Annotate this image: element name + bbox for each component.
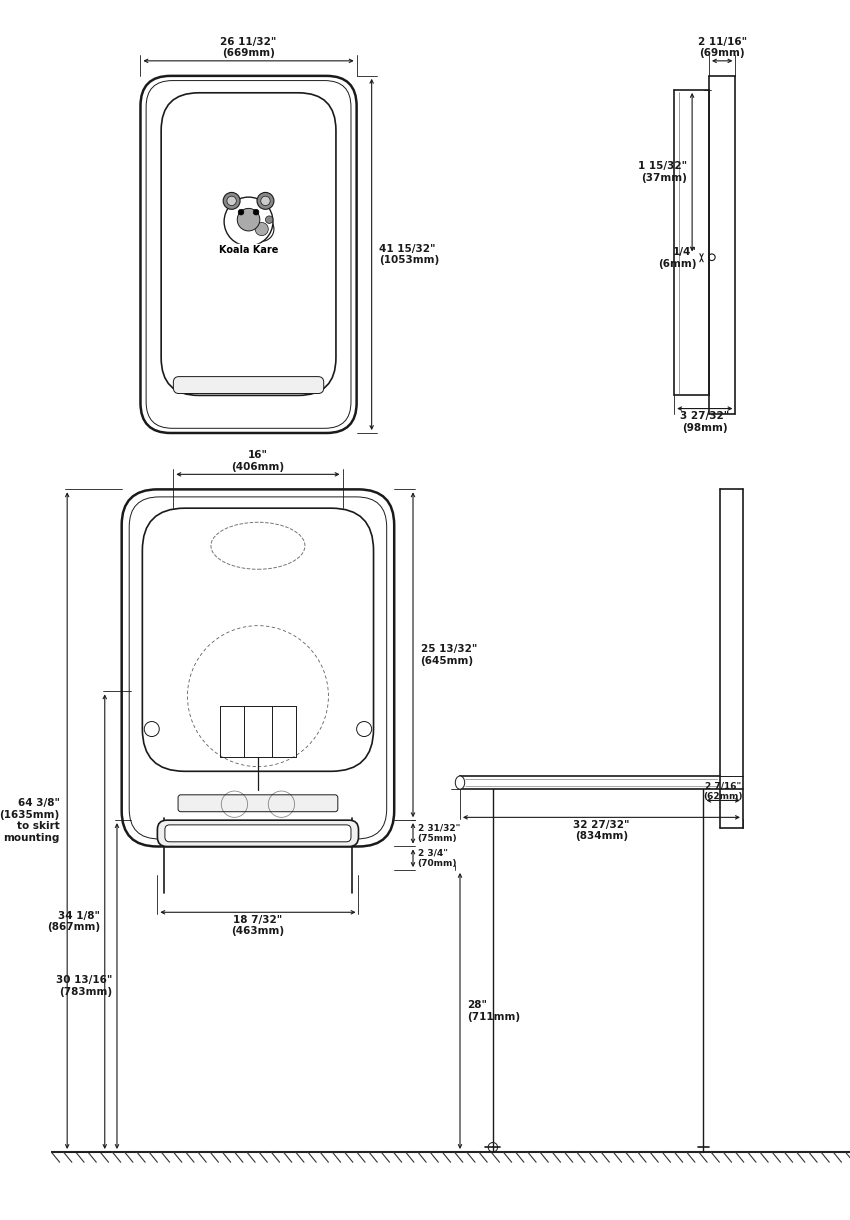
Text: 2 11/16"
(69mm): 2 11/16" (69mm): [698, 37, 747, 59]
Text: 41 15/32"
(1053mm): 41 15/32" (1053mm): [379, 244, 439, 265]
FancyBboxPatch shape: [142, 509, 373, 771]
Circle shape: [224, 193, 240, 210]
Text: 30 13/16"
(783mm): 30 13/16" (783mm): [56, 975, 112, 997]
FancyBboxPatch shape: [162, 93, 336, 395]
Circle shape: [265, 216, 273, 223]
Circle shape: [250, 217, 274, 242]
FancyBboxPatch shape: [129, 497, 387, 839]
Text: Koala Kare: Koala Kare: [218, 245, 278, 255]
FancyBboxPatch shape: [140, 76, 357, 433]
Circle shape: [227, 196, 236, 205]
Ellipse shape: [456, 776, 465, 789]
FancyBboxPatch shape: [165, 825, 351, 842]
Text: 1/4"
(6mm): 1/4" (6mm): [658, 246, 697, 268]
Text: 2 7/16"
(62mm): 2 7/16" (62mm): [704, 781, 743, 800]
FancyBboxPatch shape: [122, 489, 394, 847]
Text: 34 1/8"
(867mm): 34 1/8" (867mm): [47, 911, 100, 932]
Text: 28"
(711mm): 28" (711mm): [468, 1000, 521, 1022]
Text: 1 15/32"
(37mm): 1 15/32" (37mm): [638, 161, 688, 183]
Text: 25 13/32"
(645mm): 25 13/32" (645mm): [421, 644, 477, 666]
Text: 64 3/8"
(1635mm)
to skirt
mounting: 64 3/8" (1635mm) to skirt mounting: [0, 798, 60, 843]
Text: 32 27/32"
(834mm): 32 27/32" (834mm): [573, 820, 630, 842]
Text: 26 11/32"
(669mm): 26 11/32" (669mm): [220, 37, 277, 59]
Circle shape: [224, 198, 273, 246]
Text: 16"
(406mm): 16" (406mm): [231, 450, 285, 472]
FancyBboxPatch shape: [157, 820, 359, 847]
Text: 2 3/4"
(70mm): 2 3/4" (70mm): [417, 849, 457, 867]
FancyBboxPatch shape: [146, 81, 351, 428]
Circle shape: [238, 210, 244, 215]
Circle shape: [237, 209, 260, 231]
FancyBboxPatch shape: [173, 377, 324, 394]
Circle shape: [251, 216, 258, 223]
Circle shape: [255, 222, 269, 235]
Text: 18 7/32"
(463mm): 18 7/32" (463mm): [231, 915, 285, 936]
Circle shape: [261, 196, 270, 205]
FancyBboxPatch shape: [178, 794, 337, 811]
Text: 3 27/32"
(98mm): 3 27/32" (98mm): [680, 411, 729, 433]
Text: 2 31/32"
(75mm): 2 31/32" (75mm): [417, 824, 460, 843]
Circle shape: [253, 210, 259, 215]
Circle shape: [257, 193, 274, 210]
